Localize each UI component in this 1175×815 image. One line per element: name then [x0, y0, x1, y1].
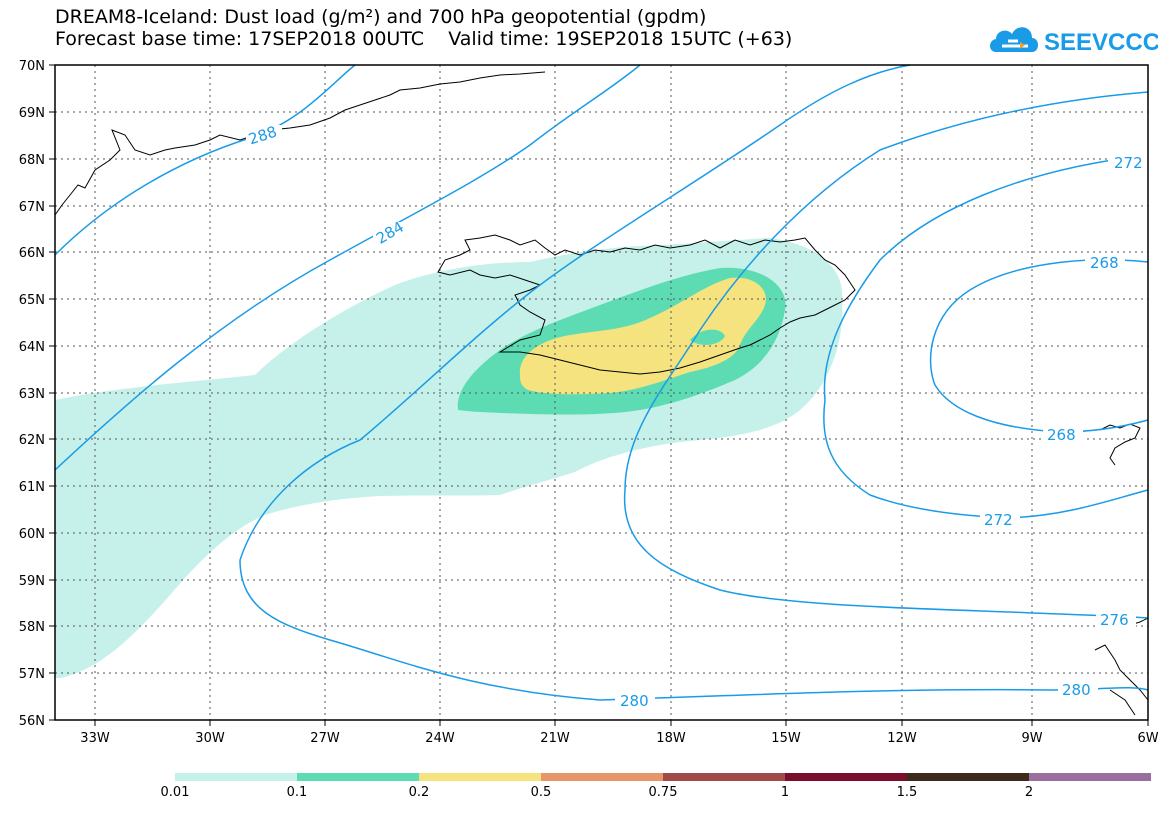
colorbar-label: 0.01	[161, 785, 190, 800]
lat-label: 65N	[19, 293, 45, 308]
contour-288	[54, 64, 356, 256]
colorbar-swatch	[785, 773, 907, 781]
lat-label: 57N	[19, 667, 45, 682]
contour-276-lower	[623, 489, 1149, 619]
lon-label: 24W	[425, 731, 455, 746]
colorbar-labels: 0.01 0.1 0.2 0.5 0.75 1 1.5 2	[161, 785, 1034, 800]
colorbar-label: 1.5	[897, 785, 918, 800]
contour-280	[239, 64, 911, 561]
lon-label: 15W	[771, 731, 801, 746]
lon-label: 21W	[540, 731, 570, 746]
colorbar-swatch	[175, 773, 297, 781]
contour-labels: 288 284 272 268 268 272 276 280 280	[246, 122, 1148, 710]
lon-label: 9W	[1021, 731, 1042, 746]
lon-label: 18W	[656, 731, 686, 746]
latitude-labels: 70N 69N 68N 67N 66N 65N 64N 63N 62N 61N …	[19, 59, 45, 729]
colorbar	[175, 773, 1151, 781]
lat-label: 59N	[19, 574, 45, 589]
title-line-2: Forecast base time: 17SEP2018 00UTC Vali…	[55, 28, 793, 50]
lat-label: 67N	[19, 200, 45, 215]
colorbar-label: 0.1	[287, 785, 308, 800]
lat-label: 68N	[19, 153, 45, 168]
contour-label: 272	[984, 511, 1013, 529]
lon-label: 12W	[887, 731, 917, 746]
lat-label: 69N	[19, 106, 45, 121]
lat-label: 64N	[19, 340, 45, 355]
colorbar-swatch	[663, 773, 785, 781]
longitude-labels: 33W 30W 27W 24W 21W 18W 15W 12W 9W 6W	[80, 731, 1158, 746]
colorbar-label: 0.2	[409, 785, 430, 800]
lat-label: 60N	[19, 527, 45, 542]
lat-label: 66N	[19, 246, 45, 261]
colorbar-swatch	[907, 773, 1029, 781]
colorbar-swatch	[419, 773, 541, 781]
lon-label: 6W	[1137, 731, 1158, 746]
scotland-coast	[1094, 617, 1149, 716]
lat-label: 63N	[19, 387, 45, 402]
lat-label: 70N	[19, 59, 45, 74]
contour-276	[624, 91, 1149, 491]
dust-shading	[55, 238, 843, 678]
colorbar-label: 2	[1025, 785, 1033, 800]
cloud-icon	[990, 27, 1038, 52]
lon-label: 30W	[195, 731, 225, 746]
colorbar-label: 0.5	[531, 785, 552, 800]
lon-label: 33W	[80, 731, 110, 746]
lon-label: 27W	[310, 731, 340, 746]
seevccc-logo: SEEVCCC	[990, 27, 1158, 56]
contour-label: 268	[1047, 426, 1076, 444]
colorbar-label: 0.75	[649, 785, 678, 800]
contour-272	[823, 154, 1149, 401]
colorbar-swatch	[1029, 773, 1151, 781]
contour-label: 280	[620, 692, 649, 710]
contour-label: 272	[1114, 154, 1143, 172]
iceland-coast	[437, 234, 856, 375]
logo-text: SEEVCCC	[1044, 29, 1158, 56]
lat-label: 56N	[19, 714, 45, 729]
faroe-coast	[1099, 423, 1141, 466]
colorbar-label: 1	[781, 785, 789, 800]
graticule	[55, 65, 1148, 720]
lat-label: 61N	[19, 480, 45, 495]
contour-label: 268	[1090, 254, 1119, 272]
tick-marks	[49, 64, 1149, 726]
contour-280-lower	[239, 559, 1149, 701]
lat-label: 58N	[19, 620, 45, 635]
lat-label: 62N	[19, 433, 45, 448]
contour-label: 276	[1100, 611, 1129, 629]
title-line-1: DREAM8-Iceland: Dust load (g/m²) and 700…	[55, 6, 707, 28]
colorbar-swatch	[297, 773, 419, 781]
contour-label: 280	[1062, 681, 1091, 699]
colorbar-swatch	[541, 773, 663, 781]
greenland-coast	[54, 71, 546, 216]
contour-272-lower	[823, 399, 1149, 519]
